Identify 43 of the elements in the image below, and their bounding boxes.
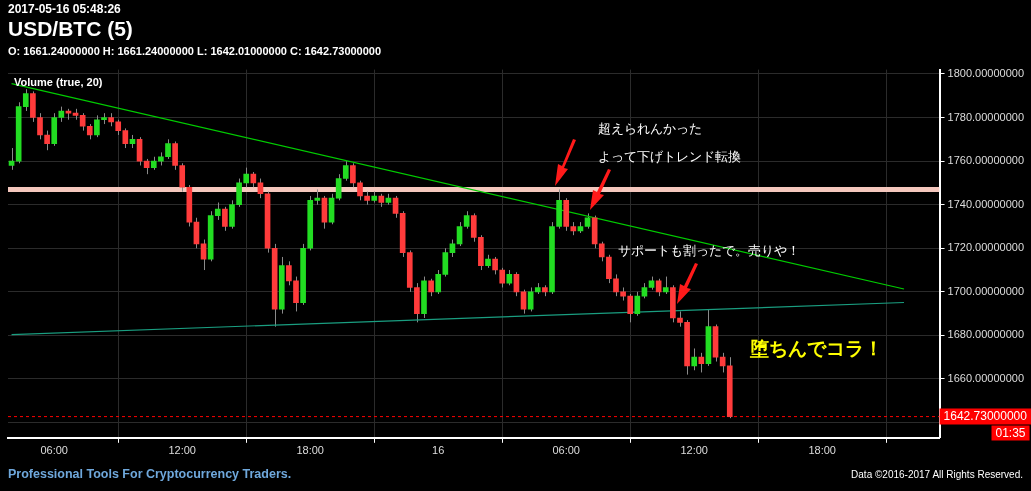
text: Data ©2016-2017 All Rights Reserved. <box>851 469 1023 480</box>
y-tick-label: 1760.00000000 <box>947 154 1024 167</box>
annotation: 超えられんかった <box>598 121 702 136</box>
y-tick-label: 1800.00000000 <box>947 66 1024 79</box>
candlestick <box>499 267 506 288</box>
candlestick <box>122 127 129 149</box>
x-tick-label: 06:00 <box>40 444 68 457</box>
y-tick-label: 1680.00000000 <box>947 328 1024 341</box>
candlestick <box>222 206 228 232</box>
text: Professional Tools For Cryptocurrency Traders. <box>8 467 292 481</box>
text: 01:35 <box>995 425 1026 440</box>
y-tick-label: 1720.00000000 <box>947 241 1024 254</box>
candlestick <box>293 276 299 312</box>
candlestick <box>350 162 356 188</box>
candlestick <box>698 352 705 373</box>
x-tick-label: 12:00 <box>680 444 708 457</box>
candlestick <box>527 286 534 312</box>
y-tick-label: 1660.00000000 <box>947 372 1024 385</box>
candlestick <box>342 160 349 182</box>
x-tick-label: 18:00 <box>808 444 836 457</box>
y-tick-label: 1700.00000000 <box>947 284 1024 297</box>
x-tick-label: 06:00 <box>552 444 580 457</box>
candlestick <box>691 347 698 371</box>
candlestick <box>634 291 641 317</box>
candlestick <box>44 130 50 151</box>
candlestick <box>598 241 605 262</box>
text: O: 1661.24000000 H: 1661.24000000 L: 1642.01000000 C: 1642.73000000 <box>8 45 382 57</box>
candlestick <box>357 180 363 201</box>
ref-line-label: 1642.73000000 <box>943 408 1028 423</box>
annotation: Volume (true, 20) <box>14 75 103 88</box>
candlestick <box>286 260 292 286</box>
x-tick-label: 18:00 <box>296 444 324 457</box>
candlestick <box>520 289 527 315</box>
y-tick-label: 1780.00000000 <box>947 110 1024 123</box>
chart-subtitle: 2017-05-16 05:48:26 <box>8 2 121 16</box>
candlestick <box>243 167 250 188</box>
candlestick <box>22 88 29 112</box>
chart-title: USD/BTC (5) <box>8 17 133 41</box>
x-tick-label: 12:00 <box>168 444 196 457</box>
y-tick-label: 1740.00000000 <box>947 197 1024 210</box>
annotation: よって下げトレンド転換 <box>598 149 741 164</box>
annotation: 堕ちんでコラ！ <box>750 337 883 359</box>
x-tick-label: 16 <box>432 444 445 457</box>
